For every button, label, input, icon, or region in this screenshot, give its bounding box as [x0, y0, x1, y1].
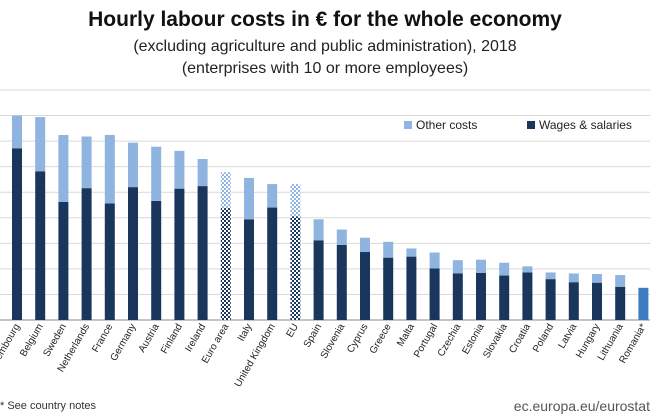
- bar-wages-salaries: [568, 282, 579, 320]
- bar-other-costs: [267, 184, 278, 208]
- bar-wages-salaries: [12, 148, 22, 320]
- bar-other-costs: [58, 134, 69, 202]
- category-labels: LuxembourgBelgiumSwedenNetherlandsFrance…: [0, 322, 649, 390]
- category-label: Finland: [159, 322, 185, 356]
- bar-other-costs: [429, 252, 440, 269]
- bar-wages-salaries: [35, 171, 46, 320]
- category-label: Cyprus: [345, 322, 370, 355]
- bar-wages-salaries: [244, 219, 254, 320]
- bar-wages-salaries: [197, 186, 208, 320]
- category-label: Austria: [137, 322, 162, 355]
- category-label: Czechia: [436, 322, 464, 359]
- bar-other-costs: [336, 229, 347, 245]
- category-label: France: [90, 322, 115, 355]
- bar-other-costs: [522, 266, 533, 273]
- category-label: Italy: [236, 322, 255, 343]
- bar-other-costs: [151, 146, 162, 201]
- bar-other-costs: [615, 275, 626, 287]
- bar-wages-salaries: [360, 252, 370, 320]
- legend-swatch: [404, 121, 412, 129]
- bar-other-costs: [383, 241, 394, 258]
- bar-wages-salaries: [58, 201, 69, 320]
- bar-wages-salaries: [383, 257, 394, 320]
- bar-wages-salaries: [174, 188, 185, 320]
- bar-wages-salaries: [267, 207, 278, 320]
- bar-other-costs: [476, 259, 486, 273]
- bar-wages-salaries: [104, 203, 115, 320]
- category-label: Spain: [302, 322, 324, 350]
- bar-other-costs: [128, 142, 138, 188]
- chart-title: Hourly labour costs in € for the whole e…: [88, 8, 562, 31]
- legend-label: Other costs: [416, 118, 477, 132]
- bar-other-costs: [244, 177, 254, 220]
- bar-wages-salaries: [336, 244, 347, 320]
- bar-other-costs: [220, 172, 231, 209]
- bar-wages-salaries: [592, 282, 602, 320]
- bar-other-costs: [174, 150, 185, 189]
- bar-wages-salaries: [522, 272, 533, 320]
- category-label: Luxembourg: [0, 322, 23, 376]
- bar-other-costs: [290, 184, 301, 217]
- legend-label: Wages & salaries: [539, 118, 632, 132]
- source-link[interactable]: ec.europa.eu/eurostat: [513, 398, 650, 414]
- category-label: Greece: [368, 322, 394, 356]
- category-label: Malta: [395, 322, 417, 349]
- bar-other-costs: [81, 136, 92, 189]
- bar-wages-salaries: [290, 216, 301, 320]
- bar-wages-salaries: [476, 272, 486, 320]
- bars: [12, 115, 649, 320]
- bar-wages-salaries: [429, 268, 440, 320]
- bar-wages-salaries: [499, 275, 510, 320]
- category-label: Poland: [531, 322, 556, 354]
- bar-wages-salaries: [313, 240, 324, 320]
- footnote: * See country notes: [0, 400, 97, 412]
- bar-other-costs: [313, 219, 324, 241]
- bar-wages-salaries: [406, 256, 417, 320]
- bar-wages-salaries: [220, 208, 231, 320]
- bar-other-costs: [406, 248, 417, 257]
- bar-other-costs: [568, 273, 579, 283]
- bar-wages-salaries: [452, 273, 463, 320]
- bar-other-costs: [499, 262, 510, 276]
- legend-swatch: [527, 121, 535, 129]
- bar-other-costs: [35, 117, 46, 172]
- bar-other-costs: [12, 115, 22, 149]
- bar-wages-salaries: [81, 188, 92, 320]
- bar-wages-salaries: [128, 187, 138, 320]
- legend: Other costs Wages & salaries: [404, 118, 632, 132]
- bar-wages-salaries: [151, 200, 162, 320]
- bar-other-costs: [545, 272, 556, 280]
- chart-subtitle-line-1: (excluding agriculture and public admini…: [133, 38, 517, 55]
- category-label: EU: [285, 322, 301, 340]
- chart-subtitle-line-2: (enterprises with 10 or more employees): [181, 60, 469, 77]
- category-label: Ireland: [183, 322, 208, 354]
- bar-other-costs: [197, 159, 208, 187]
- category-label: Latvia: [557, 322, 580, 351]
- category-label: Croatia: [507, 322, 533, 356]
- bar-other-costs: [104, 134, 115, 204]
- bar-other-costs: [360, 237, 370, 253]
- bar-wages-salaries: [545, 279, 556, 320]
- bar-other-costs: [592, 274, 602, 283]
- bar-wages-salaries: [615, 286, 626, 320]
- bar-other-costs: [452, 260, 463, 274]
- bar-total: [638, 287, 649, 320]
